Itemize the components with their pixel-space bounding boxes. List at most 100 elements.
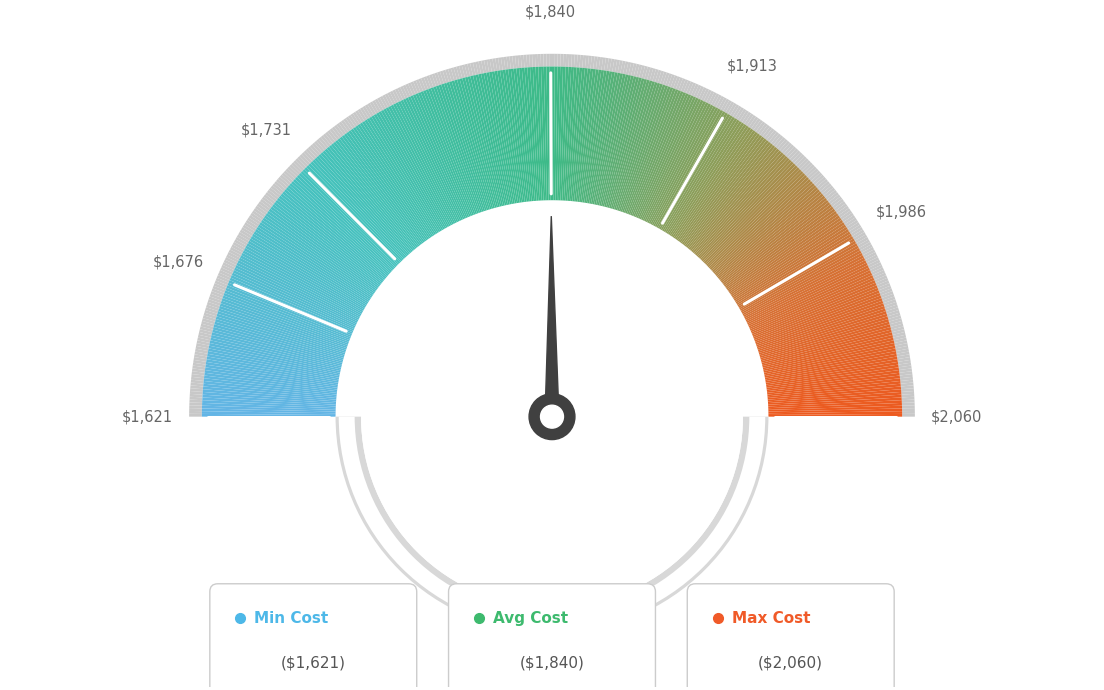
- Wedge shape: [384, 93, 393, 106]
- Wedge shape: [563, 54, 566, 67]
- Wedge shape: [763, 337, 894, 369]
- Wedge shape: [599, 75, 631, 206]
- Wedge shape: [189, 402, 202, 406]
- Wedge shape: [297, 175, 395, 268]
- Wedge shape: [650, 105, 713, 224]
- Wedge shape: [210, 337, 341, 369]
- Wedge shape: [861, 247, 874, 255]
- Wedge shape: [353, 127, 431, 239]
- Wedge shape: [202, 395, 336, 405]
- FancyBboxPatch shape: [210, 584, 416, 690]
- Wedge shape: [561, 67, 569, 201]
- Wedge shape: [421, 91, 473, 216]
- Wedge shape: [343, 118, 353, 130]
- Wedge shape: [535, 54, 539, 67]
- Wedge shape: [712, 181, 813, 273]
- Wedge shape: [368, 103, 376, 115]
- Wedge shape: [742, 248, 860, 314]
- Wedge shape: [639, 65, 645, 78]
- Wedge shape: [315, 158, 406, 258]
- Wedge shape: [900, 374, 913, 378]
- Wedge shape: [745, 257, 866, 320]
- Wedge shape: [697, 86, 704, 99]
- Wedge shape: [333, 141, 418, 248]
- Wedge shape: [232, 244, 244, 253]
- Wedge shape: [274, 202, 381, 286]
- Wedge shape: [426, 75, 434, 88]
- Wedge shape: [767, 373, 900, 391]
- FancyBboxPatch shape: [448, 584, 656, 690]
- Wedge shape: [289, 183, 391, 273]
- Wedge shape: [500, 70, 521, 203]
- Wedge shape: [270, 206, 379, 288]
- Wedge shape: [763, 340, 894, 371]
- Wedge shape: [768, 395, 902, 405]
- Wedge shape: [266, 213, 375, 292]
- Wedge shape: [764, 346, 895, 375]
- Wedge shape: [766, 370, 900, 390]
- Wedge shape: [461, 64, 468, 77]
- Wedge shape: [678, 132, 757, 241]
- Wedge shape: [698, 158, 789, 258]
- Wedge shape: [708, 173, 805, 267]
- Wedge shape: [241, 227, 254, 236]
- Wedge shape: [715, 187, 818, 276]
- Wedge shape: [779, 141, 789, 152]
- Wedge shape: [322, 150, 412, 253]
- Wedge shape: [762, 327, 891, 363]
- Wedge shape: [550, 66, 552, 200]
- Wedge shape: [330, 128, 340, 140]
- Wedge shape: [899, 363, 911, 367]
- Wedge shape: [489, 59, 495, 72]
- Wedge shape: [655, 108, 721, 227]
- Wedge shape: [641, 66, 648, 79]
- Wedge shape: [489, 72, 514, 204]
- Wedge shape: [225, 257, 237, 265]
- Wedge shape: [358, 109, 367, 121]
- Wedge shape: [684, 140, 768, 247]
- FancyBboxPatch shape: [688, 584, 894, 690]
- Wedge shape: [229, 249, 242, 257]
- Wedge shape: [572, 68, 587, 201]
- Wedge shape: [768, 408, 902, 413]
- Wedge shape: [243, 225, 255, 234]
- Wedge shape: [258, 224, 371, 299]
- Wedge shape: [725, 206, 834, 288]
- Wedge shape: [206, 357, 339, 381]
- Wedge shape: [506, 69, 524, 202]
- Wedge shape: [189, 411, 202, 414]
- Wedge shape: [649, 68, 656, 81]
- Wedge shape: [380, 96, 389, 108]
- Wedge shape: [465, 63, 470, 77]
- Wedge shape: [362, 121, 436, 235]
- Wedge shape: [252, 210, 264, 220]
- Wedge shape: [856, 237, 869, 246]
- Wedge shape: [775, 137, 785, 148]
- Wedge shape: [565, 54, 569, 67]
- Wedge shape: [491, 71, 517, 204]
- Wedge shape: [651, 106, 715, 226]
- Wedge shape: [198, 337, 210, 343]
- Wedge shape: [641, 97, 699, 220]
- Wedge shape: [620, 61, 626, 74]
- Wedge shape: [616, 82, 658, 210]
- Wedge shape: [649, 104, 711, 224]
- Wedge shape: [594, 73, 623, 205]
- Wedge shape: [426, 89, 476, 215]
- Wedge shape: [809, 170, 820, 181]
- Wedge shape: [899, 366, 912, 370]
- Wedge shape: [894, 337, 906, 343]
- Wedge shape: [213, 286, 225, 293]
- Wedge shape: [900, 371, 912, 375]
- Wedge shape: [751, 277, 874, 333]
- Wedge shape: [275, 200, 382, 284]
- Wedge shape: [846, 220, 859, 229]
- Wedge shape: [240, 230, 252, 239]
- Wedge shape: [577, 69, 596, 202]
- Wedge shape: [883, 299, 896, 306]
- Wedge shape: [567, 68, 580, 201]
- Wedge shape: [204, 373, 337, 391]
- Wedge shape: [614, 81, 655, 210]
- Wedge shape: [768, 411, 902, 415]
- Wedge shape: [312, 159, 405, 259]
